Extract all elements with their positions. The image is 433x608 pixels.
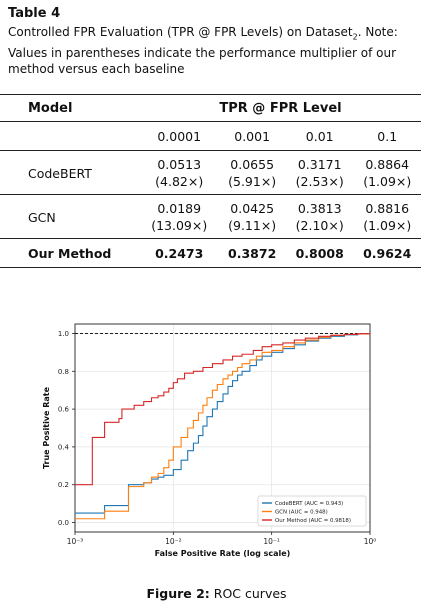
blank-cell bbox=[0, 122, 140, 151]
tpr-value: 0.0189 bbox=[157, 201, 202, 216]
value-cell: 0.0189 (13.09×) bbox=[140, 195, 218, 239]
legend-label: CodeBERT (AUC = 0.943) bbox=[275, 501, 343, 507]
header-group: TPR @ FPR Level bbox=[219, 100, 342, 116]
table-caption: Controlled FPR Evaluation (TPR @ FPR Lev… bbox=[8, 24, 426, 77]
x-tick-label: 10⁻¹ bbox=[263, 537, 280, 546]
value-cell: 0.0513 (4.82×) bbox=[140, 151, 218, 195]
tpr-value: 0.8816 bbox=[365, 201, 410, 216]
table-row: GCN 0.0189 (13.09×) 0.0425 (9.11×) 0.3813 (… bbox=[0, 194, 421, 239]
table-row-our-method: Our Method 0.2473 0.3872 0.8008 0.9624 bbox=[0, 238, 421, 268]
caption-main: Controlled FPR Evaluation (TPR @ FPR Lev… bbox=[8, 25, 353, 39]
model-name: Our Method bbox=[28, 245, 112, 261]
multiplier: (2.53×) bbox=[295, 174, 344, 189]
value-cell: 0.3813 (2.10×) bbox=[286, 195, 354, 239]
multiplier: (1.09×) bbox=[363, 174, 412, 189]
results-table: Model TPR @ FPR Level 0.0001 0.001 0.01 … bbox=[0, 94, 421, 268]
plot-frame bbox=[74, 323, 371, 533]
multiplier: (13.09×) bbox=[151, 218, 208, 233]
y-tick-label: 0.6 bbox=[58, 406, 70, 414]
table-title: Table 4 bbox=[8, 6, 61, 21]
x-axis-label: False Positive Rate (log scale) bbox=[155, 549, 291, 558]
x-tick-label: 10⁻² bbox=[165, 537, 182, 546]
tpr-value: 0.2473 bbox=[155, 245, 204, 261]
multiplier: (2.10×) bbox=[295, 218, 344, 233]
multiplier: (1.09×) bbox=[363, 218, 412, 233]
tpr-value: 0.3872 bbox=[228, 245, 277, 261]
model-name: GCN bbox=[28, 209, 56, 225]
roc-chart: 10⁻³ 10⁻² 10⁻¹ 10⁰ 0.0 0.2 0.4 0.6 0.8 1.0 False P… bbox=[42, 323, 377, 558]
fpr-level: 0.1 bbox=[377, 128, 398, 144]
tpr-value: 0.0655 bbox=[230, 157, 275, 172]
figure-caption: Figure 2: ROC curves bbox=[0, 586, 433, 601]
figure-label: Figure 2: bbox=[146, 586, 210, 601]
caption-note: . Note: Values in parentheses indicate t… bbox=[8, 25, 398, 77]
tpr-value: 0.0425 bbox=[230, 201, 275, 216]
tpr-value: 0.3171 bbox=[297, 157, 342, 172]
fpr-level: 0.001 bbox=[234, 128, 271, 144]
multiplier: (4.82×) bbox=[155, 174, 204, 189]
legend-label: Our Method (AUC = 0.9818) bbox=[275, 518, 351, 524]
caption-subscript: 2 bbox=[352, 32, 358, 42]
legend-label: GCN (AUC = 0.948) bbox=[275, 510, 328, 516]
value-cell: 0.0655 (5.91×) bbox=[218, 151, 286, 195]
value-cell: 0.0425 (9.11×) bbox=[218, 195, 286, 239]
series-line-2 bbox=[75, 333, 371, 486]
model-name: CodeBERT bbox=[28, 165, 92, 181]
value-cell: 0.8816 (1.09×) bbox=[353, 195, 421, 239]
tpr-value: 0.8008 bbox=[295, 245, 344, 261]
value-cell: 0.8864 (1.09×) bbox=[353, 151, 421, 195]
tpr-value: 0.9624 bbox=[363, 245, 412, 261]
x-tick-label: 10⁻³ bbox=[67, 537, 84, 546]
y-axis-label: True Positive Rate bbox=[42, 386, 51, 469]
y-tick-label: 0.0 bbox=[58, 519, 69, 527]
tpr-value: 0.3813 bbox=[297, 201, 342, 216]
y-tick-label: 0.8 bbox=[58, 368, 69, 376]
figure-caption-text: ROC curves bbox=[209, 586, 287, 601]
y-tick-label: 0.4 bbox=[58, 443, 70, 451]
table-row: CodeBERT 0.0513 (4.82×) 0.0655 (5.91×) 0.3… bbox=[0, 150, 421, 195]
tpr-value: 0.8864 bbox=[365, 157, 410, 172]
value-cell: 0.3171 (2.53×) bbox=[286, 151, 354, 195]
legend-box bbox=[257, 495, 367, 527]
fpr-level: 0.01 bbox=[305, 128, 334, 144]
multiplier: (5.91×) bbox=[228, 174, 277, 189]
multiplier: (9.11×) bbox=[228, 218, 277, 233]
header-model: Model bbox=[28, 100, 73, 116]
tpr-value: 0.0513 bbox=[157, 157, 202, 172]
header-row: Model TPR @ FPR Level bbox=[0, 94, 421, 122]
series-line-0 bbox=[75, 333, 371, 514]
series-line-1 bbox=[75, 333, 371, 520]
x-tick-label: 10⁰ bbox=[364, 537, 377, 546]
y-tick-label: 0.2 bbox=[58, 481, 69, 489]
fpr-level: 0.0001 bbox=[157, 128, 202, 144]
y-tick-label: 1.0 bbox=[58, 330, 69, 338]
fpr-level-row: 0.0001 0.001 0.01 0.1 bbox=[0, 121, 421, 151]
